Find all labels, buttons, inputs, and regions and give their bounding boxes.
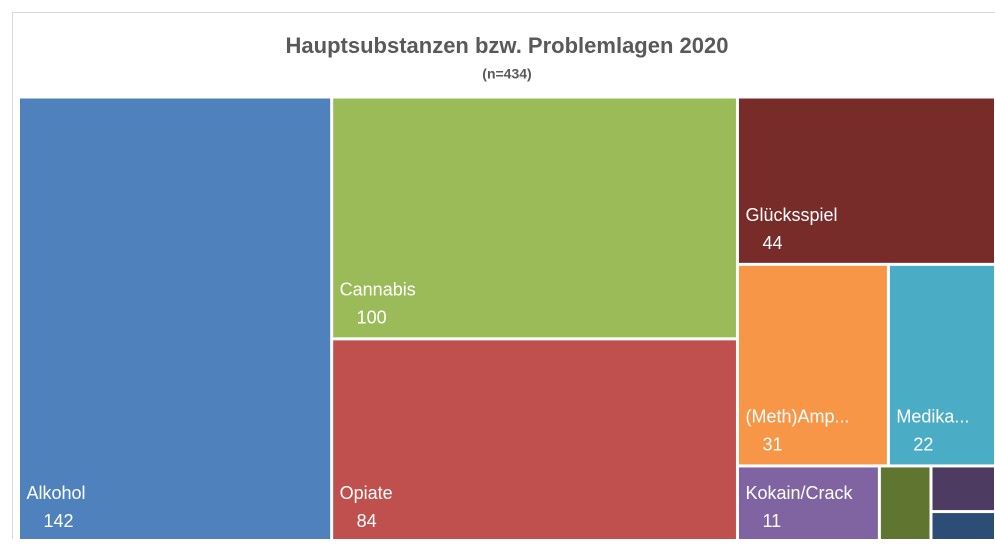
chart-title: Hauptsubstanzen bzw. Problemlagen 2020 (286, 33, 729, 58)
tile-value: 142 (44, 511, 74, 531)
tile-value: 84 (357, 511, 377, 531)
tile (881, 467, 930, 539)
tile-value: 31 (762, 435, 782, 455)
tile (20, 99, 330, 540)
tile-label: Cannabis (340, 280, 416, 300)
tile-label: Opiate (340, 483, 393, 503)
chart-subtitle: (n=434) (482, 66, 531, 82)
tile-label: (Meth)Amp... (745, 407, 849, 427)
tile-value: 100 (357, 308, 387, 328)
tile (739, 266, 887, 465)
tile-value: 11 (762, 511, 781, 531)
tile (739, 467, 878, 539)
tile-label: Medika... (896, 407, 969, 427)
tile (333, 99, 736, 338)
tile-value: 22 (913, 435, 933, 455)
tile-label: Glücksspiel (745, 205, 837, 225)
tile-label: Alkohol (27, 483, 86, 503)
tile-label: Kokain/Crack (745, 483, 853, 503)
tile (890, 266, 994, 465)
tile (932, 513, 994, 539)
tile (333, 340, 736, 539)
tile (932, 467, 994, 510)
tile-value: 44 (762, 233, 782, 253)
